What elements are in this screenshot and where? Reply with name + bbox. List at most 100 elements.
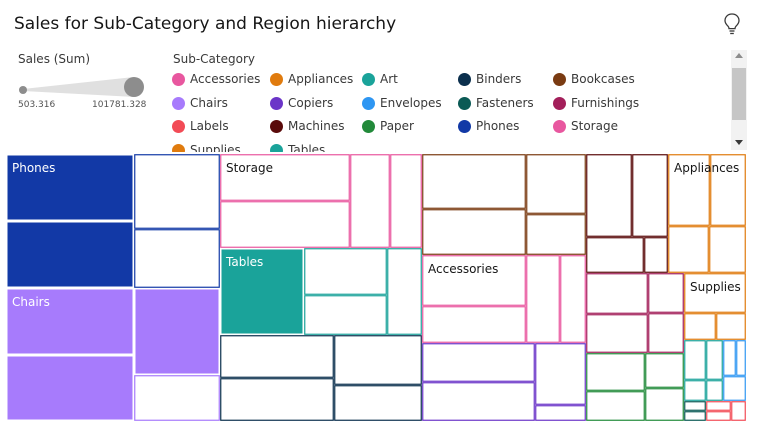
treemap-group-furnishings	[586, 273, 684, 353]
treemap-cell	[723, 340, 736, 376]
treemap-group-chairs: Chairs	[6, 288, 220, 421]
legend-item[interactable]: Supplies	[172, 143, 241, 152]
legend-item[interactable]: Storage	[553, 119, 618, 133]
legend-area: Sales (Sum) 503.316 101781.328 Sub-Categ…	[0, 48, 759, 152]
treemap-cell	[422, 154, 526, 209]
legend-item[interactable]: Labels	[172, 119, 229, 133]
treemap-group-supplies: Supplies	[684, 273, 746, 340]
legend-label: Labels	[190, 119, 229, 133]
legend-swatch	[270, 143, 283, 152]
treemap-cell	[422, 306, 526, 343]
treemap-cell	[645, 388, 684, 421]
scrollbar-thumb[interactable]	[732, 68, 746, 120]
legend-label: Supplies	[190, 143, 241, 152]
treemap-group-copiers	[422, 343, 586, 421]
treemap-label: Supplies	[690, 280, 741, 294]
legend-label: Accessories	[190, 72, 261, 86]
legend-swatch	[362, 96, 375, 110]
legend-swatch	[458, 119, 471, 133]
treemap-cell	[560, 255, 586, 343]
treemap-group-envelopes	[723, 340, 746, 401]
legend-item[interactable]: Fasteners	[458, 96, 534, 110]
treemap-label: Phones	[12, 161, 55, 175]
legend-swatch	[553, 119, 566, 133]
treemap-cell	[304, 248, 387, 295]
scroll-down-icon[interactable]	[735, 140, 743, 145]
legend-swatch	[553, 72, 566, 86]
legend-label: Art	[380, 72, 398, 86]
size-legend-title: Sales (Sum)	[18, 52, 91, 66]
treemap-cell	[706, 401, 731, 411]
treemap-cell	[668, 226, 709, 273]
legend-item[interactable]: Copiers	[270, 96, 333, 110]
treemap-cell	[134, 229, 220, 288]
legend-swatch	[458, 96, 471, 110]
legend-item[interactable]: Bookcases	[553, 72, 635, 86]
legend-item[interactable]: Appliances	[270, 72, 353, 86]
lightbulb-icon[interactable]	[723, 12, 741, 36]
treemap-cell	[684, 273, 746, 313]
size-legend-min: 503.316	[18, 100, 56, 110]
treemap-cell	[220, 378, 334, 421]
treemap-cell	[586, 273, 648, 314]
treemap-cell	[684, 411, 706, 421]
treemap-cell	[526, 214, 586, 255]
treemap-cell	[334, 335, 422, 385]
legend-label: Binders	[476, 72, 522, 86]
scroll-up-icon[interactable]	[735, 53, 743, 58]
legend-item[interactable]: Art	[362, 72, 398, 86]
treemap-cell	[535, 343, 586, 405]
treemap-cell	[134, 375, 220, 421]
legend-item[interactable]: Tables	[270, 143, 325, 152]
treemap-cell	[644, 237, 668, 273]
treemap-group-storage: Storage	[220, 154, 422, 248]
legend-item[interactable]: Phones	[458, 119, 519, 133]
legend-item[interactable]: Envelopes	[362, 96, 442, 110]
color-legend-title: Sub-Category	[173, 52, 255, 66]
treemap-cell	[586, 314, 648, 353]
legend-item[interactable]: Furnishings	[553, 96, 639, 110]
legend-swatch	[362, 119, 375, 133]
legend-item[interactable]: Binders	[458, 72, 521, 86]
legend-swatch	[270, 119, 283, 133]
treemap-cell	[134, 288, 220, 375]
treemap-cell	[586, 353, 645, 391]
legend-item[interactable]: Paper	[362, 119, 414, 133]
treemap-group-machines	[586, 154, 668, 273]
legend-label: Furnishings	[571, 96, 640, 110]
treemap-group-phones: Phones	[6, 154, 220, 288]
treemap-cell	[526, 255, 560, 343]
treemap-cell	[6, 221, 134, 288]
legend-label: Chairs	[190, 96, 228, 110]
treemap-cell	[6, 288, 134, 355]
treemap-label: Chairs	[12, 295, 50, 309]
treemap-group-accessories: Accessories	[422, 255, 586, 343]
treemap-cell	[220, 248, 304, 335]
legend-swatch	[270, 96, 283, 110]
treemap-cell	[684, 401, 706, 411]
legend-label: Copiers	[288, 96, 334, 110]
legend-item[interactable]: Machines	[270, 119, 344, 133]
legend-label: Machines	[288, 119, 345, 133]
treemap-cell	[334, 385, 422, 421]
treemap-cell	[6, 154, 134, 221]
legend-label: Appliances	[288, 72, 354, 86]
legend-label: Bookcases	[571, 72, 635, 86]
legend-swatch	[362, 72, 375, 86]
treemap-cell	[684, 313, 716, 340]
treemap-cell	[710, 154, 746, 226]
legend-swatch	[172, 119, 185, 133]
treemap-cell	[684, 340, 706, 380]
legend-swatch	[458, 72, 471, 86]
legend-item[interactable]: Chairs	[172, 96, 228, 110]
treemap-group-binders	[220, 335, 422, 421]
legend-label: Paper	[380, 119, 414, 133]
legend-label: Fasteners	[476, 96, 534, 110]
legend-item[interactable]: Accessories	[172, 72, 260, 86]
treemap-cell	[586, 391, 645, 421]
treemap-group-labels	[706, 401, 746, 421]
treemap-label: Appliances	[674, 161, 739, 175]
treemap-cell	[526, 154, 586, 214]
treemap-cell	[668, 154, 710, 226]
